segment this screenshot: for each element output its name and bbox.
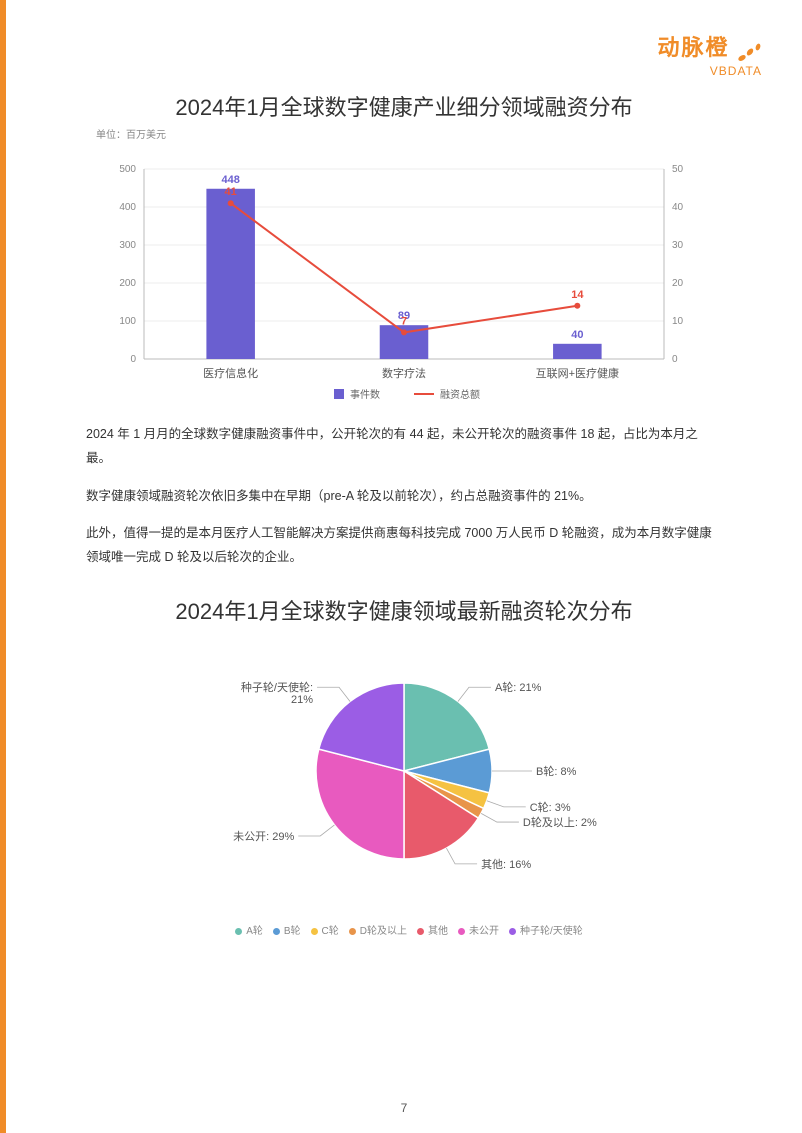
svg-text:100: 100 bbox=[119, 316, 136, 327]
pie-chart-title: 2024年1月全球数字健康领域最新融资轮次分布 bbox=[66, 594, 742, 626]
svg-text:500: 500 bbox=[119, 164, 136, 175]
pie-chart: A轮: 21% B轮: 8% C轮: 3%D轮及以上: 2% 其他: 16% 未公开: … bbox=[124, 636, 684, 916]
svg-text:448: 448 bbox=[221, 174, 239, 186]
logo-cn: 动脉橙 bbox=[658, 35, 730, 60]
svg-text:A轮: 21%: A轮: 21% bbox=[495, 680, 542, 694]
svg-text:融资总额: 融资总额 bbox=[440, 388, 480, 401]
svg-text:10: 10 bbox=[672, 316, 684, 327]
legend-label: B轮 bbox=[284, 926, 301, 937]
svg-text:B轮: 8%: B轮: 8% bbox=[536, 764, 577, 778]
legend-dot bbox=[273, 928, 280, 935]
paragraph-2: 数字健康领域融资轮次依旧多集中在早期（pre-A 轮及以前轮次），约占总融资事件… bbox=[86, 485, 722, 509]
svg-text:互联网+医疗健康: 互联网+医疗健康 bbox=[536, 366, 619, 380]
legend-dot bbox=[349, 928, 356, 935]
svg-text:200: 200 bbox=[119, 278, 136, 289]
svg-text:41: 41 bbox=[225, 186, 237, 198]
legend-label: D轮及以上 bbox=[360, 926, 407, 937]
svg-text:数字疗法: 数字疗法 bbox=[382, 366, 426, 380]
pie-chart-legend: A轮 B轮 C轮 D轮及以上 其他 未公开 种子轮/天使轮 bbox=[66, 922, 742, 937]
svg-text:20: 20 bbox=[672, 278, 684, 289]
svg-text:C轮: 3%: C轮: 3% bbox=[530, 800, 571, 814]
legend-label: C轮 bbox=[322, 926, 339, 937]
logo-burst-icon bbox=[736, 38, 762, 64]
legend-label: 未公开 bbox=[469, 926, 499, 937]
legend-label: A轮 bbox=[246, 926, 263, 937]
legend-dot bbox=[458, 928, 465, 935]
bar-chart-title: 2024年1月全球数字健康产业细分领域融资分布 bbox=[66, 90, 742, 122]
logo-en: VBDATA bbox=[658, 64, 762, 78]
svg-text:50: 50 bbox=[672, 164, 684, 175]
svg-text:种子轮/天使轮:: 种子轮/天使轮: bbox=[241, 680, 313, 694]
svg-text:医疗信息化: 医疗信息化 bbox=[203, 366, 258, 380]
svg-text:其他: 16%: 其他: 16% bbox=[481, 858, 531, 871]
legend-dot bbox=[417, 928, 424, 935]
legend-label: 其他 bbox=[428, 926, 448, 937]
legend-label: 种子轮/天使轮 bbox=[520, 926, 583, 937]
svg-text:D轮及以上: 2%: D轮及以上: 2% bbox=[523, 815, 597, 829]
svg-text:300: 300 bbox=[119, 240, 136, 251]
svg-text:7: 7 bbox=[401, 315, 407, 327]
svg-text:400: 400 bbox=[119, 202, 136, 213]
svg-text:未公开: 29%: 未公开: 29% bbox=[233, 830, 294, 843]
brand-logo: 动脉橙 VBDATA bbox=[658, 30, 762, 78]
paragraph-3: 此外，值得一提的是本月医疗人工智能解决方案提供商惠每科技完成 7000 万人民币… bbox=[86, 522, 722, 570]
svg-text:0: 0 bbox=[130, 354, 136, 365]
svg-text:14: 14 bbox=[571, 289, 584, 301]
svg-text:30: 30 bbox=[672, 240, 684, 251]
paragraph-1: 2024 年 1 月月的全球数字健康融资事件中，公开轮次的有 44 起，未公开轮… bbox=[86, 423, 722, 471]
svg-text:0: 0 bbox=[672, 354, 678, 365]
page-number: 7 bbox=[6, 1101, 802, 1115]
legend-dot bbox=[311, 928, 318, 935]
legend-dot bbox=[235, 928, 242, 935]
svg-text:21%: 21% bbox=[291, 694, 313, 706]
bar-chart-subtitle: 单位：百万美元 bbox=[96, 126, 742, 141]
svg-text:40: 40 bbox=[672, 202, 684, 213]
bar-chart: 010020030040050001020304050448医疗信息化89数字疗… bbox=[94, 149, 714, 409]
legend-dot bbox=[509, 928, 516, 935]
svg-text:事件数: 事件数 bbox=[350, 388, 380, 401]
svg-text:40: 40 bbox=[571, 329, 583, 341]
